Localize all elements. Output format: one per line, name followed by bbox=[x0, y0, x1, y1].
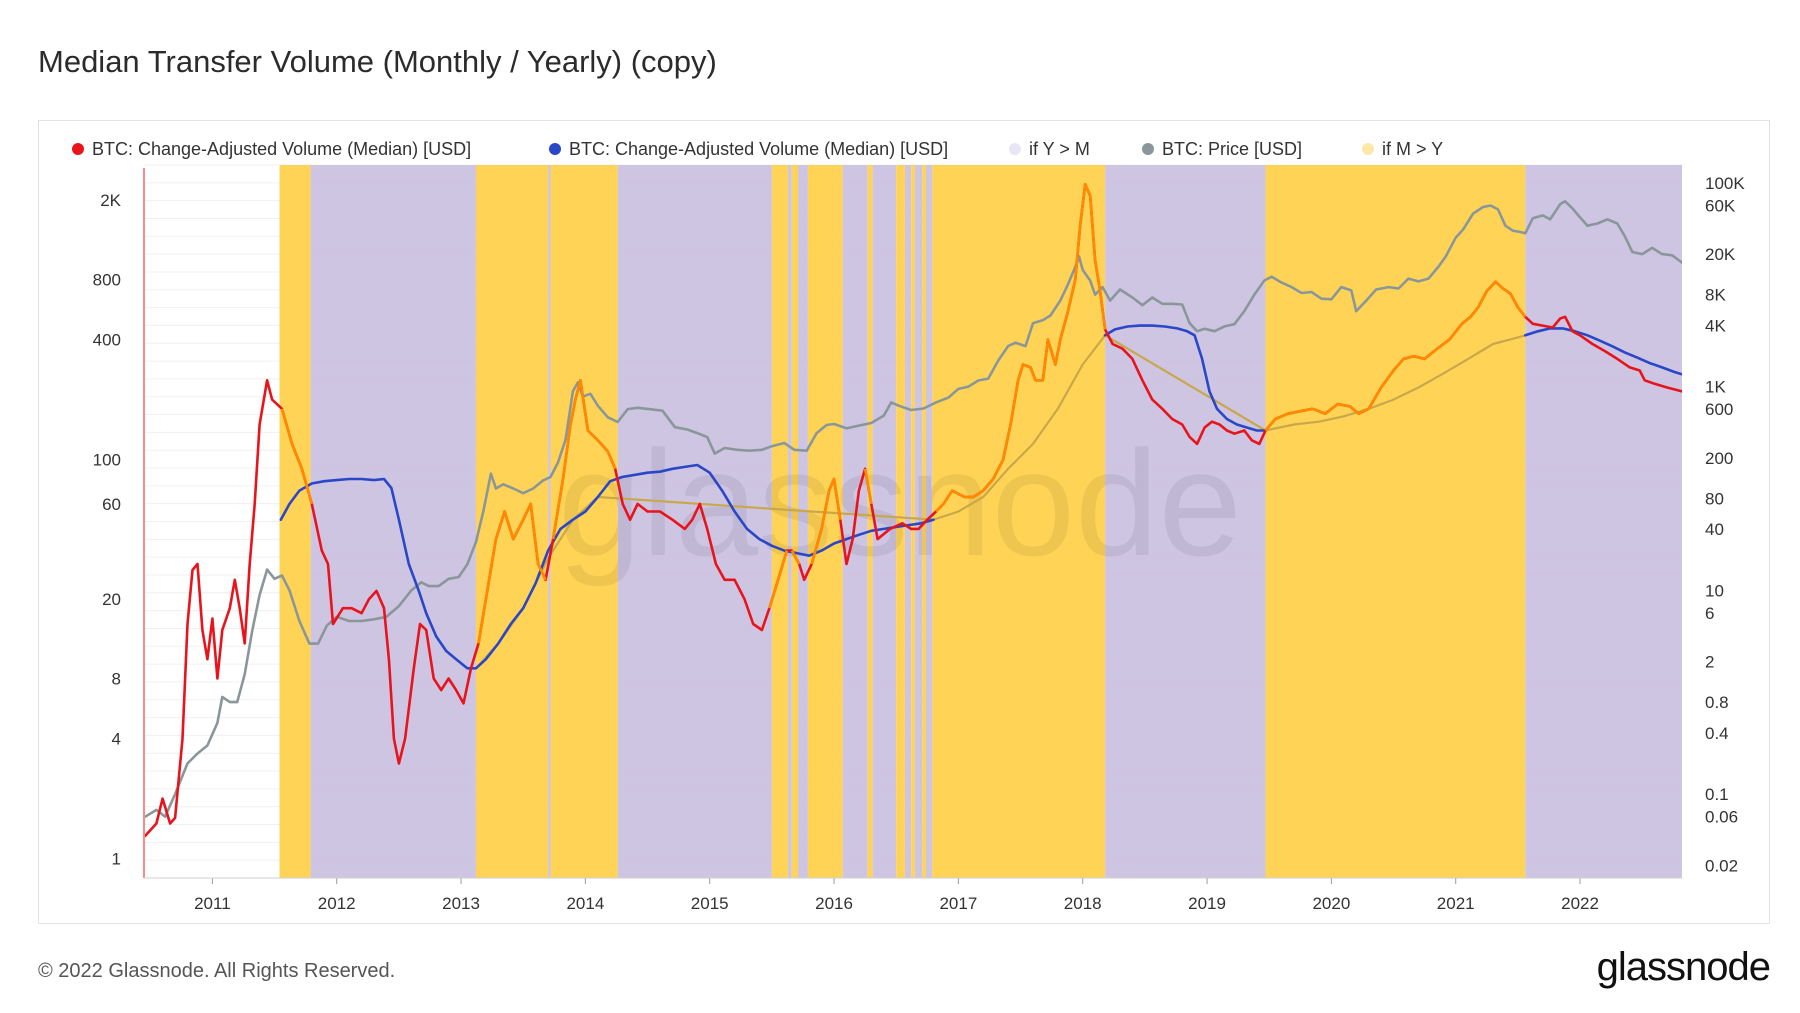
background-regions bbox=[279, 165, 1682, 878]
y-left-tick-label: 60 bbox=[102, 495, 121, 514]
y-right-tick-label: 4K bbox=[1705, 316, 1726, 335]
region-y-gt-m bbox=[872, 165, 897, 878]
legend-label-0: BTC: Change-Adjusted Volume (Median) [US… bbox=[92, 139, 471, 159]
region-m-gt-y bbox=[771, 165, 789, 878]
region-m-gt-y bbox=[896, 165, 905, 878]
y-left-tick-label: 100 bbox=[93, 451, 121, 470]
monthly-over-segment-10 bbox=[935, 183, 1107, 513]
x-tick-label: 2015 bbox=[691, 894, 729, 913]
legend-swatch-0 bbox=[72, 143, 84, 155]
x-tick-label: 2016 bbox=[815, 894, 853, 913]
region-y-gt-m bbox=[797, 165, 808, 878]
monthly-over-segment-1 bbox=[477, 502, 547, 644]
series-line-5 bbox=[144, 200, 1682, 818]
legend-label-1: BTC: Change-Adjusted Volume (Median) [US… bbox=[569, 139, 948, 159]
region-m-gt-y bbox=[1265, 165, 1526, 878]
region-m-gt-y bbox=[475, 165, 549, 878]
x-axis: 2011 2012 2013 2014 2015 2016 2017 2018 2019 2020… bbox=[144, 877, 1682, 913]
region-y-gt-m bbox=[788, 165, 792, 878]
region-y-gt-m bbox=[310, 165, 476, 878]
y-axis-right: 0.02 0.06 0.1 0.4 0.8 2 6 10 40 80 200 600 1K 4K 8K 20K… bbox=[1705, 174, 1745, 875]
y-left-tick-label: 20 bbox=[102, 590, 121, 609]
x-tick-label: 2021 bbox=[1437, 894, 1475, 913]
y-right-tick-label: 200 bbox=[1705, 449, 1733, 468]
y-right-tick-label: 60K bbox=[1705, 197, 1736, 216]
x-tick-label: 2022 bbox=[1561, 894, 1599, 913]
y-right-tick-label: 2 bbox=[1705, 653, 1714, 672]
region-m-gt-y bbox=[911, 165, 915, 878]
y-right-tick-label: 6 bbox=[1705, 604, 1714, 623]
monthly-over-segment-2 bbox=[551, 379, 617, 540]
y-right-tick-label: 0.4 bbox=[1705, 724, 1729, 743]
y-left-tick-label: 1 bbox=[112, 850, 121, 869]
region-m-gt-y bbox=[807, 165, 843, 878]
region-m-gt-y bbox=[932, 165, 1106, 878]
monthly-over-segment-6 bbox=[863, 468, 873, 505]
x-tick-label: 2019 bbox=[1188, 894, 1226, 913]
x-tick-label: 2011 bbox=[194, 894, 231, 913]
legend-label-4: if M > Y bbox=[1382, 139, 1443, 159]
legend-swatch-4 bbox=[1362, 143, 1374, 155]
x-tick-label: 2012 bbox=[318, 894, 356, 913]
region-y-gt-m bbox=[914, 165, 923, 878]
y-right-tick-label: 0.02 bbox=[1705, 856, 1738, 875]
y-left-tick-label: 2K bbox=[100, 191, 121, 210]
region-m-gt-y bbox=[791, 165, 798, 878]
monthly-over-segment-11 bbox=[1264, 280, 1527, 432]
y-right-tick-label: 10 bbox=[1705, 581, 1724, 600]
y-axis-left: 1 4 8 20 60 100 400 800 2K bbox=[93, 191, 122, 869]
y-right-tick-label: 1K bbox=[1705, 378, 1726, 397]
y-right-tick-label: 0.8 bbox=[1705, 693, 1729, 712]
legend-label-3: BTC: Price [USD] bbox=[1162, 139, 1302, 159]
series-line-1 bbox=[279, 463, 935, 670]
region-y-gt-m bbox=[1525, 165, 1682, 878]
region-y-gt-m bbox=[1105, 165, 1266, 878]
y-right-tick-label: 40 bbox=[1705, 520, 1724, 539]
y-right-tick-label: 0.06 bbox=[1705, 808, 1738, 827]
chart-title: Median Transfer Volume (Monthly / Yearly… bbox=[38, 44, 717, 79]
y-left-tick-label: 8 bbox=[112, 670, 121, 689]
legend: BTC: Change-Adjusted Volume (Median) [US… bbox=[72, 139, 1443, 159]
y-right-tick-label: 8K bbox=[1705, 286, 1726, 305]
y-right-tick-label: 600 bbox=[1705, 400, 1733, 419]
watermark: glassnode bbox=[558, 419, 1242, 587]
x-tick-label: 2013 bbox=[442, 894, 480, 913]
monthly-over-segment-4 bbox=[790, 549, 801, 565]
y-right-tick-label: 0.1 bbox=[1705, 785, 1729, 804]
x-tick-label: 2018 bbox=[1064, 894, 1102, 913]
x-tick-label: 2014 bbox=[566, 894, 604, 913]
region-y-gt-m bbox=[904, 165, 912, 878]
y-left-tick-label: 4 bbox=[112, 730, 121, 749]
monthly-over-segment-5 bbox=[810, 477, 842, 565]
legend-swatch-2 bbox=[1009, 143, 1021, 155]
y-left-tick-label: 400 bbox=[93, 331, 121, 350]
monthly-over-segment-3 bbox=[768, 550, 789, 609]
legend-swatch-1 bbox=[549, 143, 561, 155]
x-tick-label: 2017 bbox=[939, 894, 977, 913]
region-y-gt-m bbox=[617, 165, 772, 878]
series-lines bbox=[144, 183, 1682, 838]
region-m-gt-y bbox=[867, 165, 873, 878]
monthly-over-segment-0 bbox=[280, 408, 314, 505]
copyright-footer: © 2022 Glassnode. All Rights Reserved. bbox=[38, 960, 396, 982]
y-right-tick-label: 100K bbox=[1705, 174, 1745, 193]
region-y-gt-m bbox=[548, 165, 551, 878]
legend-label-2: if Y > M bbox=[1029, 139, 1090, 159]
y-right-tick-label: 80 bbox=[1705, 489, 1724, 508]
series-line-2 bbox=[1103, 324, 1267, 432]
y-right-tick-label: 20K bbox=[1705, 245, 1736, 264]
y-left-tick-label: 800 bbox=[93, 271, 121, 290]
x-tick-label: 2020 bbox=[1312, 894, 1350, 913]
brand-logo: glassnode bbox=[1596, 945, 1771, 989]
legend-swatch-3 bbox=[1142, 143, 1154, 155]
region-m-gt-y bbox=[550, 165, 618, 878]
region-m-gt-y bbox=[279, 165, 311, 878]
